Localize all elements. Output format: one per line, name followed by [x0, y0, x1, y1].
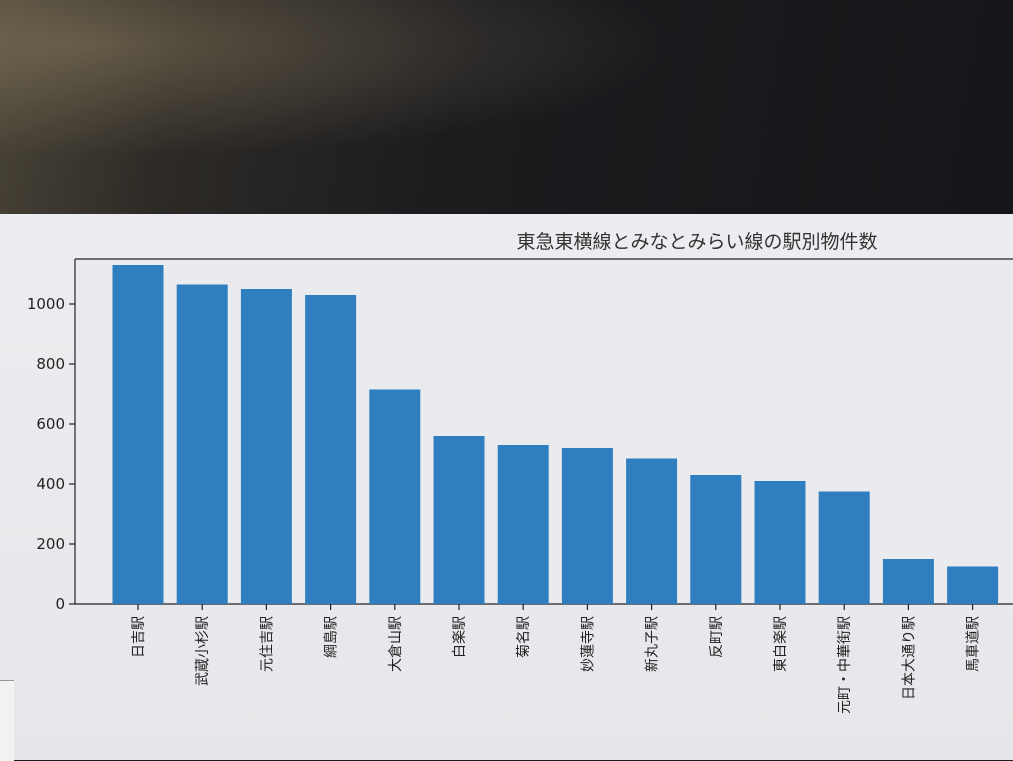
x-axis-labels: 日吉駅 武蔵小杉駅 元住吉駅 綱島駅 大倉山駅 白楽駅 菊名駅 妙蓮寺駅 新丸子駅 反町駅 東白楽駅…	[131, 604, 982, 714]
bar	[240, 289, 292, 604]
bar	[433, 436, 485, 604]
y-tick-label: 400	[36, 475, 65, 493]
bars	[112, 265, 999, 604]
bar	[947, 566, 999, 604]
room-background	[0, 0, 1013, 222]
chart-title: 東急東横線とみなとみらい線の駅別物件数	[516, 231, 877, 253]
x-tick-label: 武蔵小杉駅	[195, 616, 211, 686]
y-tick-label: 600	[36, 415, 65, 433]
x-tick-label: 反町駅	[709, 616, 725, 658]
y-tick-label: 200	[36, 535, 65, 553]
x-tick-label: 東白楽駅	[773, 616, 789, 672]
bar	[754, 481, 806, 604]
bar	[112, 265, 164, 604]
bar-chart: 東急東横線とみなとみらい線の駅別物件数 0 200 400 600 800 1000 日吉…	[27, 231, 1013, 714]
bar	[818, 491, 870, 604]
x-tick-label: 白楽駅	[452, 616, 468, 658]
bar	[369, 389, 421, 604]
bar	[690, 475, 742, 604]
bar	[305, 295, 357, 604]
x-tick-label: 日本大通り駅	[901, 616, 917, 700]
x-tick-label: 日吉駅	[131, 616, 147, 658]
x-tick-label: 元住吉駅	[259, 616, 275, 672]
bar	[626, 458, 678, 604]
screen-glare	[0, 0, 1013, 222]
x-tick-label: 菊名駅	[516, 616, 532, 658]
bar	[882, 559, 934, 604]
x-tick-label: 馬車道駅	[965, 616, 982, 672]
x-tick-label: 新丸子駅	[645, 616, 661, 672]
window-edge	[0, 680, 14, 761]
y-tick-label: 0	[55, 595, 65, 613]
y-tick-label: 800	[36, 355, 65, 373]
y-tick-label: 1000	[27, 295, 65, 313]
bar	[561, 448, 613, 604]
x-tick-label: 綱島駅	[324, 616, 340, 658]
x-tick-label: 大倉山駅	[388, 616, 404, 672]
y-axis-ticks: 0 200 400 600 800 1000	[27, 295, 75, 613]
x-tick-label: 妙蓮寺駅	[580, 616, 596, 672]
bar	[176, 284, 228, 604]
x-tick-label: 元町・中華街駅	[837, 616, 853, 714]
bar	[497, 445, 549, 604]
